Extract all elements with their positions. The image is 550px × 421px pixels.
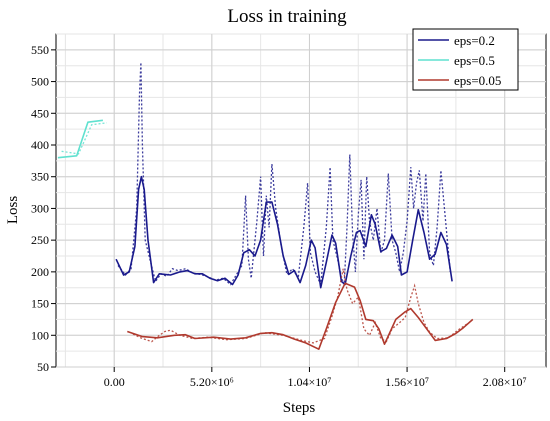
- series-smoothed-line: [127, 282, 474, 351]
- y-tick-label: 400: [31, 138, 49, 152]
- y-tick-label: 100: [31, 328, 49, 342]
- legend-label: eps=0.2: [454, 33, 495, 48]
- legend-label: eps=0.5: [454, 53, 495, 68]
- series-raw-line: [61, 122, 107, 155]
- x-tick-label: 1.04×10⁷: [287, 375, 331, 389]
- y-tick-label: 50: [37, 360, 49, 374]
- series-eps=0.5: [57, 119, 107, 159]
- axis-ticks: 50 100 150 200 250 300 350 400 450 500 550 0.00 5.20…: [31, 43, 527, 389]
- x-tick-label: 5.20×10⁶: [190, 375, 234, 389]
- series-layer: [57, 62, 474, 351]
- y-tick-label: 150: [31, 297, 49, 311]
- x-tick-label: 1.56×10⁷: [385, 375, 429, 389]
- y-tick-label: 350: [31, 170, 49, 184]
- series-raw-line: [117, 62, 451, 288]
- y-tick-label: 300: [31, 201, 49, 215]
- x-axis-label: Steps: [283, 400, 316, 416]
- y-tick-label: 200: [31, 265, 49, 279]
- y-tick-label: 500: [31, 75, 49, 89]
- x-tick-label: 0.00: [104, 375, 125, 389]
- legend: eps=0.2 eps=0.5 eps=0.05: [412, 28, 519, 91]
- y-tick-label: 250: [31, 233, 49, 247]
- series-smoothed-line: [57, 119, 104, 159]
- y-axis-label: Loss: [5, 196, 21, 225]
- series-eps=0.05: [127, 268, 474, 351]
- legend-label: eps=0.05: [454, 73, 501, 88]
- y-tick-label: 550: [31, 43, 49, 57]
- series-smoothed-line: [115, 175, 453, 289]
- chart-title: Loss in training: [227, 6, 347, 27]
- x-tick-label: 2.08×10⁷: [483, 375, 527, 389]
- y-tick-label: 450: [31, 106, 49, 120]
- series-raw-line: [132, 268, 468, 344]
- series-eps=0.2: [115, 62, 453, 289]
